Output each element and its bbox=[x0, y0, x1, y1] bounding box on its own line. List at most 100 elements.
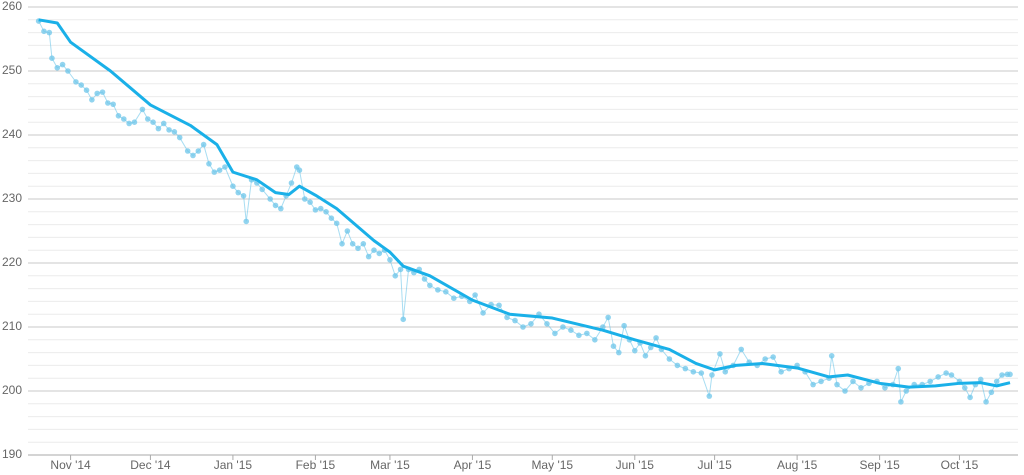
data-point bbox=[828, 353, 835, 359]
data-point bbox=[961, 385, 968, 391]
data-point bbox=[722, 369, 729, 375]
data-point bbox=[99, 89, 106, 95]
data-point bbox=[592, 337, 598, 343]
data-point bbox=[78, 82, 85, 88]
x-tick-label: Jun '15 bbox=[616, 458, 655, 472]
data-point bbox=[166, 127, 172, 133]
data-point bbox=[496, 302, 502, 309]
data-point bbox=[770, 354, 776, 360]
y-tick-label: 260 bbox=[2, 0, 22, 13]
data-point bbox=[898, 399, 904, 405]
data-point bbox=[278, 205, 284, 212]
data-point bbox=[195, 148, 202, 154]
data-point bbox=[65, 68, 71, 74]
data-point bbox=[584, 330, 590, 337]
data-point bbox=[983, 399, 989, 405]
data-point bbox=[115, 113, 122, 119]
data-point bbox=[421, 276, 428, 282]
data-point bbox=[576, 332, 582, 339]
data-point bbox=[126, 120, 132, 127]
x-tick-label: Jan '15 bbox=[214, 458, 253, 472]
data-point bbox=[312, 207, 319, 213]
data-point bbox=[222, 164, 228, 170]
data-point bbox=[427, 282, 433, 289]
data-point bbox=[544, 321, 550, 327]
data-point bbox=[131, 119, 138, 125]
data-point bbox=[999, 372, 1005, 378]
data-point bbox=[682, 365, 689, 372]
data-point bbox=[211, 169, 218, 175]
data-point bbox=[778, 369, 784, 375]
data-point bbox=[397, 266, 404, 273]
data-point bbox=[977, 376, 984, 383]
data-point bbox=[674, 362, 681, 369]
data-point bbox=[150, 119, 156, 125]
data-point bbox=[89, 97, 95, 103]
x-tick-label: Jul '15 bbox=[697, 458, 732, 472]
data-point bbox=[216, 167, 223, 173]
data-point bbox=[355, 245, 361, 252]
data-point bbox=[371, 247, 377, 253]
x-tick-label: Apr '15 bbox=[454, 458, 492, 472]
data-point bbox=[717, 351, 723, 357]
data-point bbox=[903, 388, 910, 394]
data-point bbox=[642, 353, 649, 359]
data-point bbox=[504, 314, 510, 321]
y-tick-label: 210 bbox=[2, 319, 22, 333]
data-point bbox=[317, 205, 324, 212]
data-point bbox=[512, 317, 518, 324]
data-point bbox=[451, 295, 457, 302]
data-point bbox=[605, 314, 611, 321]
data-point bbox=[621, 322, 627, 329]
data-point bbox=[935, 374, 941, 380]
data-point bbox=[858, 385, 864, 391]
data-point bbox=[560, 324, 566, 330]
data-point bbox=[83, 87, 90, 93]
data-point bbox=[296, 167, 303, 173]
data-point bbox=[850, 378, 856, 385]
data-point bbox=[46, 29, 53, 36]
x-tick-label: Oct '15 bbox=[941, 458, 979, 472]
x-tick-label: Dec '14 bbox=[130, 458, 171, 472]
data-point bbox=[698, 370, 705, 376]
data-point bbox=[690, 369, 697, 375]
data-point bbox=[349, 241, 356, 247]
data-point bbox=[610, 343, 617, 350]
data-point bbox=[480, 310, 486, 316]
y-tick-label: 250 bbox=[2, 63, 22, 77]
data-point bbox=[110, 101, 116, 108]
data-point bbox=[49, 55, 55, 61]
data-point bbox=[333, 220, 340, 227]
data-point bbox=[259, 186, 265, 193]
data-point bbox=[967, 394, 973, 401]
data-point bbox=[59, 61, 66, 68]
data-point bbox=[706, 393, 713, 399]
data-point bbox=[948, 372, 955, 378]
data-point bbox=[818, 378, 824, 385]
data-point bbox=[709, 372, 715, 378]
x-tick-label: Aug '15 bbox=[777, 458, 818, 472]
data-point bbox=[105, 100, 111, 106]
trend-line bbox=[38, 18, 1011, 389]
data-point bbox=[520, 324, 526, 330]
data-point bbox=[267, 196, 273, 202]
y-tick-label: 200 bbox=[2, 383, 22, 397]
data-point bbox=[243, 218, 250, 225]
data-point bbox=[230, 183, 236, 189]
data-point bbox=[200, 141, 207, 148]
data-point bbox=[834, 381, 840, 388]
data-point bbox=[400, 316, 407, 323]
data-point bbox=[206, 161, 212, 167]
data-point bbox=[160, 120, 167, 127]
data-point bbox=[301, 196, 308, 202]
data-point bbox=[121, 116, 127, 122]
x-tick-label: Mar '15 bbox=[370, 458, 410, 472]
data-point bbox=[738, 346, 745, 353]
data-point bbox=[272, 202, 279, 209]
data-point bbox=[435, 287, 441, 293]
data-point bbox=[144, 116, 151, 122]
data-point bbox=[895, 365, 902, 372]
data-point bbox=[666, 356, 673, 362]
